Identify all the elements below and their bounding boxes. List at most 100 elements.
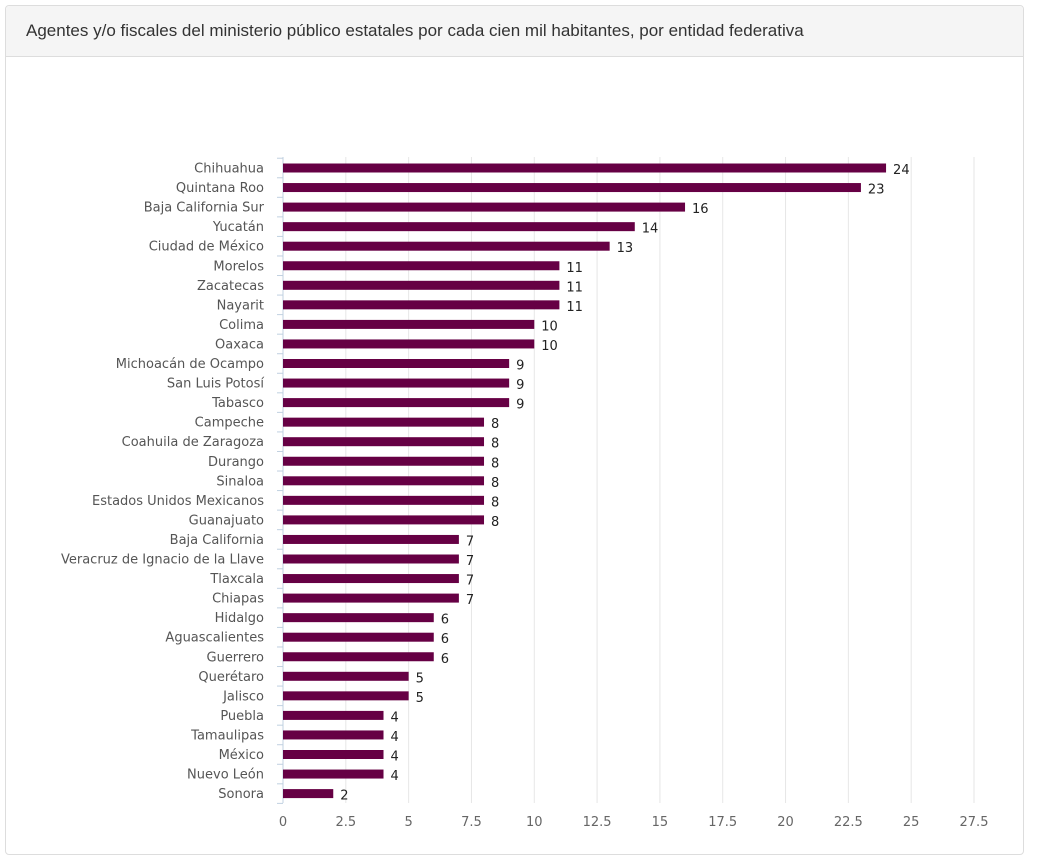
x-tick-label: 0 <box>279 815 287 830</box>
bar <box>283 476 485 486</box>
x-tick-label: 17.5 <box>708 815 737 830</box>
category-label: Durango <box>208 455 264 470</box>
data-label: 5 <box>416 691 424 706</box>
category-label: Oaxaca <box>215 337 264 352</box>
data-label: 6 <box>441 652 449 667</box>
category-label: Sinaloa <box>216 474 264 489</box>
data-label: 4 <box>391 730 399 745</box>
data-label: 9 <box>516 378 524 393</box>
data-label: 8 <box>491 456 499 471</box>
category-label: Baja California <box>170 533 264 548</box>
x-tick-label: 7.5 <box>461 815 482 830</box>
bar <box>283 710 384 720</box>
category-label: Nuevo León <box>187 768 264 783</box>
data-label: 6 <box>441 632 449 647</box>
data-label: 4 <box>391 750 399 765</box>
category-label: Colima <box>219 318 264 333</box>
bar <box>283 300 560 310</box>
bar <box>283 495 485 505</box>
category-label: Ciudad de México <box>149 240 264 255</box>
bar <box>283 222 635 232</box>
data-label: 9 <box>516 359 524 374</box>
bar <box>283 202 686 212</box>
data-label: 2 <box>340 789 348 804</box>
category-label: Quintana Roo <box>176 181 264 196</box>
category-label: Chihuahua <box>194 162 264 177</box>
category-label: Nayarit <box>217 298 264 313</box>
data-label: 4 <box>391 769 399 784</box>
bar <box>283 632 434 642</box>
category-label: Guerrero <box>207 650 265 665</box>
data-label: 8 <box>491 495 499 510</box>
category-label: Veracruz de Ignacio de la Llave <box>61 553 264 568</box>
bar <box>283 593 459 603</box>
bar <box>283 769 384 779</box>
bar <box>283 183 861 193</box>
bar <box>283 241 610 251</box>
bar <box>283 261 560 271</box>
x-tick-label: 27.5 <box>960 815 989 830</box>
data-label: 8 <box>491 437 499 452</box>
category-label: Michoacán de Ocampo <box>116 357 264 372</box>
category-label: Aguascalientes <box>165 631 264 646</box>
data-label: 7 <box>466 534 474 549</box>
x-tick-label: 2.5 <box>335 815 356 830</box>
bar <box>283 789 334 799</box>
data-label: 11 <box>566 261 583 276</box>
bar <box>283 163 887 173</box>
data-label: 7 <box>466 593 474 608</box>
category-label: Coahuila de Zaragoza <box>122 435 264 450</box>
data-label: 10 <box>541 339 558 354</box>
category-label: Tlaxcala <box>209 572 264 587</box>
data-label: 7 <box>466 554 474 569</box>
data-label: 14 <box>642 222 659 237</box>
category-label: Jalisco <box>222 689 264 704</box>
bar <box>283 554 459 564</box>
x-tick-label: 15 <box>652 815 669 830</box>
data-label: 23 <box>868 183 885 198</box>
category-label: Estados Unidos Mexicanos <box>92 494 264 509</box>
data-label: 7 <box>466 574 474 589</box>
bar <box>283 456 485 466</box>
data-label: 11 <box>566 280 583 295</box>
category-label: Querétaro <box>198 670 264 685</box>
x-tick-label: 12.5 <box>583 815 612 830</box>
bar <box>283 671 409 681</box>
category-label: Tabasco <box>211 396 264 411</box>
data-label: 8 <box>491 417 499 432</box>
category-label: Morelos <box>213 259 264 274</box>
data-label: 4 <box>391 710 399 725</box>
bar <box>283 534 459 544</box>
bar <box>283 398 510 408</box>
x-tick-label: 25 <box>903 815 920 830</box>
bar <box>283 515 485 525</box>
bar <box>283 574 459 584</box>
x-tick-label: 5 <box>404 815 412 830</box>
bar <box>283 750 384 759</box>
data-label: 6 <box>441 613 449 628</box>
data-label: 11 <box>566 300 583 315</box>
data-label: 16 <box>692 202 709 217</box>
category-label: Puebla <box>220 709 264 724</box>
x-tick-label: 20 <box>777 815 794 830</box>
category-label: México <box>219 748 264 763</box>
data-label: 8 <box>491 515 499 530</box>
data-label: 5 <box>416 671 424 686</box>
bar <box>283 437 485 447</box>
bar <box>283 417 485 427</box>
bar <box>283 378 510 388</box>
bar <box>283 613 434 623</box>
panel-title: Agentes y/o fiscales del ministerio públ… <box>6 6 1023 57</box>
category-label: Chiapas <box>212 592 264 607</box>
category-label: Campeche <box>195 416 264 431</box>
category-label: San Luis Potosí <box>167 377 265 392</box>
bar <box>283 691 409 701</box>
category-label: Guanajuato <box>189 513 264 528</box>
bar <box>283 730 384 740</box>
category-label: Baja California Sur <box>144 201 265 216</box>
bar <box>283 280 560 290</box>
x-tick-label: 22.5 <box>834 815 863 830</box>
category-label: Zacatecas <box>197 279 264 294</box>
data-label: 10 <box>541 319 558 334</box>
bar <box>283 652 434 662</box>
